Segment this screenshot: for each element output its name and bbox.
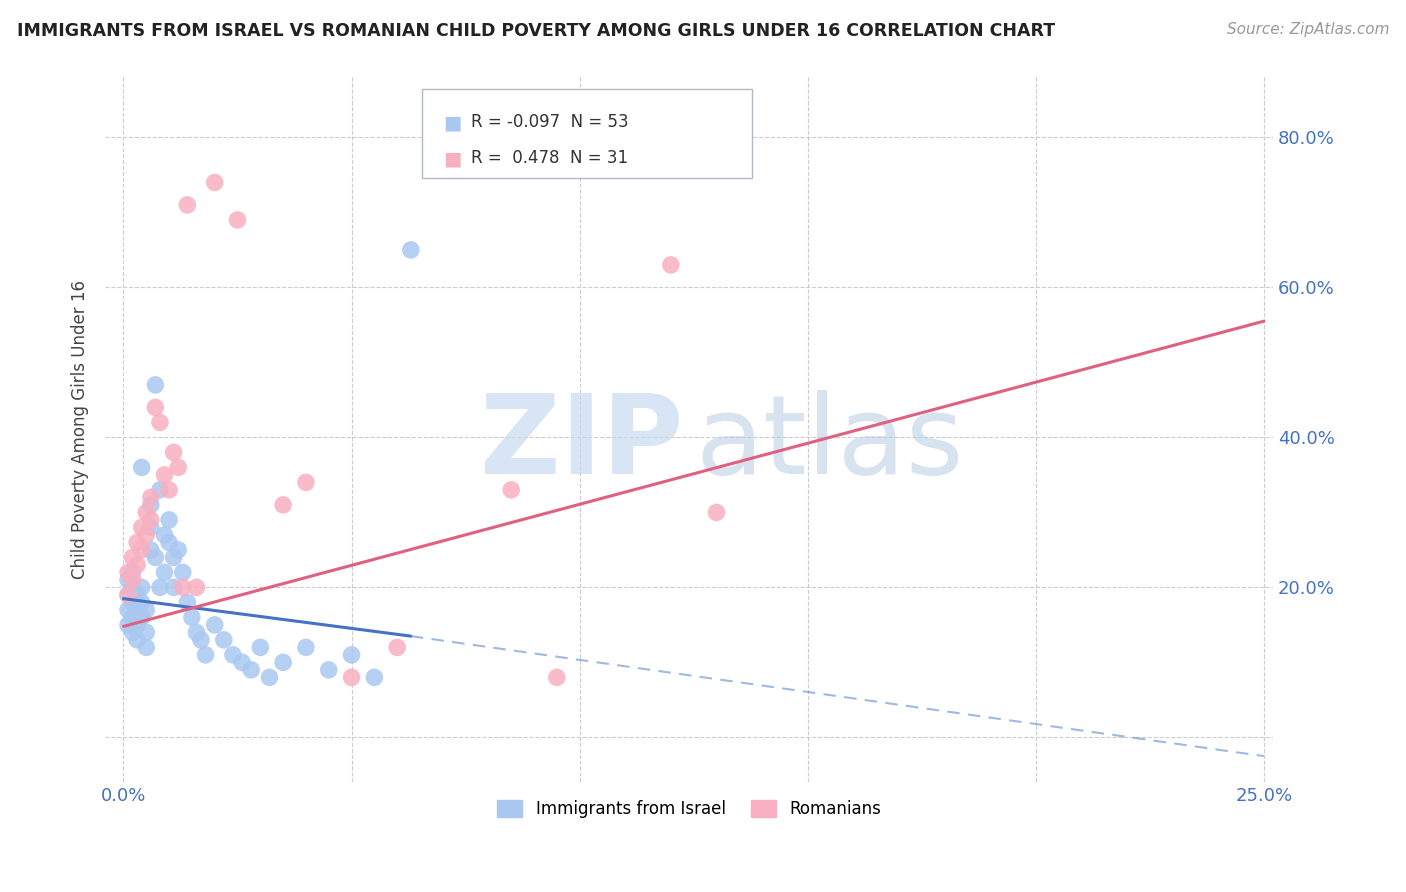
Point: [340, 670, 363, 684]
Point: [172, 581, 194, 595]
Point: [295, 475, 318, 490]
Point: [659, 258, 682, 272]
Point: [117, 573, 139, 587]
Point: [180, 610, 202, 624]
Point: [212, 632, 235, 647]
Point: [121, 550, 143, 565]
Text: atlas: atlas: [695, 391, 963, 498]
Point: [127, 632, 149, 647]
Point: [135, 528, 157, 542]
Point: [145, 378, 167, 392]
Point: [340, 648, 363, 662]
Point: [117, 566, 139, 580]
Point: [204, 176, 226, 190]
Point: [127, 603, 149, 617]
Point: [153, 467, 176, 482]
Point: [121, 625, 143, 640]
Point: [157, 483, 180, 497]
Point: [135, 505, 157, 519]
Point: [157, 535, 180, 549]
Point: [249, 640, 271, 655]
Point: [135, 640, 157, 655]
Point: [145, 401, 167, 415]
Point: [131, 595, 153, 609]
Point: [153, 566, 176, 580]
Point: [204, 618, 226, 632]
Point: [121, 581, 143, 595]
Point: [139, 498, 162, 512]
Point: [117, 603, 139, 617]
Point: [139, 542, 162, 557]
Point: [271, 498, 294, 512]
Point: [157, 513, 180, 527]
Point: [190, 632, 212, 647]
Point: [145, 550, 167, 565]
Point: [149, 483, 172, 497]
Point: [162, 445, 184, 459]
Point: [135, 625, 157, 640]
Point: [139, 491, 162, 505]
Point: [167, 460, 190, 475]
Point: [135, 603, 157, 617]
Point: [186, 625, 208, 640]
Point: [117, 618, 139, 632]
Text: ZIP: ZIP: [479, 391, 683, 498]
Point: [240, 663, 263, 677]
Text: ■: ■: [443, 149, 461, 168]
Point: [121, 573, 143, 587]
Point: [127, 618, 149, 632]
Point: [295, 640, 318, 655]
Point: [231, 656, 253, 670]
Point: [131, 542, 153, 557]
Point: [131, 610, 153, 624]
Point: [121, 610, 143, 624]
Point: [176, 198, 198, 212]
Point: [222, 648, 245, 662]
Point: [318, 663, 340, 677]
Text: ■: ■: [443, 113, 461, 132]
Point: [226, 213, 249, 227]
Point: [271, 656, 294, 670]
Point: [149, 416, 172, 430]
Point: [194, 648, 217, 662]
Point: [259, 670, 281, 684]
Point: [121, 595, 143, 609]
Point: [186, 581, 208, 595]
Point: [385, 640, 408, 655]
Point: [117, 588, 139, 602]
Point: [131, 520, 153, 534]
Point: [127, 535, 149, 549]
Point: [149, 581, 172, 595]
Point: [153, 528, 176, 542]
Point: [172, 566, 194, 580]
Point: [127, 558, 149, 572]
Point: [363, 670, 385, 684]
Point: [131, 460, 153, 475]
Point: [117, 588, 139, 602]
Point: [167, 542, 190, 557]
Point: [706, 505, 728, 519]
Point: [501, 483, 523, 497]
Point: [131, 581, 153, 595]
Legend: Immigrants from Israel, Romanians: Immigrants from Israel, Romanians: [491, 793, 887, 825]
Point: [399, 243, 422, 257]
Text: R =  0.478  N = 31: R = 0.478 N = 31: [471, 149, 628, 167]
Point: [139, 513, 162, 527]
Text: R = -0.097  N = 53: R = -0.097 N = 53: [471, 113, 628, 131]
Y-axis label: Child Poverty Among Girls Under 16: Child Poverty Among Girls Under 16: [72, 280, 89, 580]
Point: [176, 595, 198, 609]
Point: [162, 550, 184, 565]
Point: [139, 520, 162, 534]
Point: [121, 566, 143, 580]
Point: [127, 588, 149, 602]
Text: Source: ZipAtlas.com: Source: ZipAtlas.com: [1226, 22, 1389, 37]
Text: IMMIGRANTS FROM ISRAEL VS ROMANIAN CHILD POVERTY AMONG GIRLS UNDER 16 CORRELATIO: IMMIGRANTS FROM ISRAEL VS ROMANIAN CHILD…: [17, 22, 1054, 40]
Point: [162, 581, 184, 595]
Point: [546, 670, 568, 684]
